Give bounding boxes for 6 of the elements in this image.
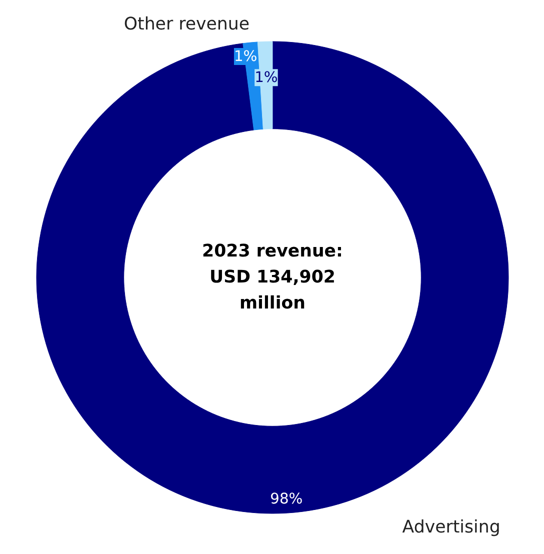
- data-label: 1%: [234, 48, 258, 65]
- data-label: 1%: [254, 69, 278, 86]
- text: 2023 revenue: USD 134,902 million: [202, 242, 343, 314]
- data-label: 98%: [270, 490, 303, 508]
- slice-label: Advertising: [402, 518, 500, 538]
- slice-label: Other revenue: [124, 14, 250, 35]
